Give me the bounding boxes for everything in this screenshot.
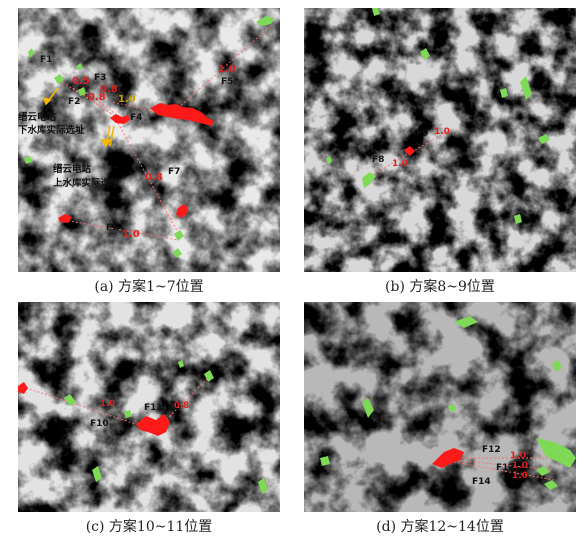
callout-lower-line1: 缙云电站 xyxy=(18,111,57,123)
point-label-f2: F2 xyxy=(68,97,80,107)
callout-lower-line2: 下水库实际选址 xyxy=(18,124,85,136)
ratio-label-f11: 0.8 xyxy=(174,401,189,411)
upper-reservoir-extra-b3 xyxy=(500,88,508,98)
upper-reservoir-extra-d4 xyxy=(552,360,562,372)
upper-reservoir-extra-d2 xyxy=(362,398,374,418)
upper-reservoir-extra-2 xyxy=(24,156,32,164)
point-label-f7: F7 xyxy=(168,167,180,177)
ratio-label-f1: 0.5 xyxy=(72,76,90,87)
caption-b: (b) 方案8~9位置 xyxy=(385,279,495,295)
upper-reservoir-extra-b2 xyxy=(520,76,532,100)
panel-b-map: F8 F9 1.0 1.0 xyxy=(304,8,576,272)
point-label-f14: F14 xyxy=(472,477,491,487)
upper-reservoir-f12 xyxy=(536,438,576,468)
upper-reservoir-extra-b7 xyxy=(326,156,332,164)
upper-reservoir-extra-b4 xyxy=(538,134,550,144)
upper-reservoir-extra-c1 xyxy=(204,370,214,382)
lower-reservoir-f12-14 xyxy=(432,448,464,468)
upper-reservoir-f2 xyxy=(54,74,64,84)
point-label-f12: F12 xyxy=(482,445,501,455)
lower-reservoir-edge-c xyxy=(18,382,28,394)
upper-reservoir-extra-b6 xyxy=(514,214,522,224)
upper-reservoir-f13 xyxy=(536,466,550,476)
point-label-f9: F9 xyxy=(416,129,428,139)
ratio-label-f4: 1.0 xyxy=(118,94,136,105)
upper-reservoir-extra-d3 xyxy=(320,456,330,466)
ratio-label-f12: 1.0 xyxy=(510,451,526,461)
upper-reservoir-f6 xyxy=(174,230,184,241)
caption-a: (a) 方案1~7位置 xyxy=(94,279,204,295)
ratio-label-f14: 1.0 xyxy=(512,471,528,481)
panel-d-map: F12 F13 F14 1.0 1.0 1.0 xyxy=(304,302,576,512)
callout-upper-line1: 缙云电站 xyxy=(53,163,92,175)
ratio-label-f3: 0.8 xyxy=(88,92,106,103)
ratio-label-f7: 0.8 xyxy=(145,172,163,183)
caption-d: (d) 方案12~14位置 xyxy=(376,519,504,535)
ratio-label-f8: 1.0 xyxy=(392,159,408,169)
lower-reservoir-f11 xyxy=(136,414,170,436)
upper-reservoir-extra-c4 xyxy=(258,478,268,494)
caption-c: (c) 方案10~11位置 xyxy=(85,519,213,535)
upper-reservoir-extra-c5 xyxy=(178,360,184,368)
lower-reservoir-f4 xyxy=(110,114,130,124)
callout-upper-line2: 上水库实际选址 xyxy=(53,177,120,189)
upper-reservoir-f1 xyxy=(28,48,34,58)
lower-reservoir-f5 xyxy=(150,103,214,126)
lower-reservoir-f6 xyxy=(58,214,72,223)
panel-c-map: F10 F11 1.0 0.8 xyxy=(18,302,280,512)
upper-reservoir-f3 xyxy=(78,87,86,96)
ratio-label-f2: 0.8 xyxy=(100,84,118,95)
point-label-f6: F6 xyxy=(106,223,118,233)
lower-reservoir-f9 xyxy=(404,146,415,156)
point-label-f10: F10 xyxy=(90,419,109,429)
ratio-label-f6: 1.0 xyxy=(122,229,140,240)
upper-reservoir-f8 xyxy=(362,172,376,188)
upper-reservoir-extra-d1 xyxy=(454,316,478,328)
point-label-f13: F13 xyxy=(496,463,515,473)
ratio-label-f5: 1.0 xyxy=(218,64,236,75)
point-label-f1: F1 xyxy=(40,55,52,65)
upper-reservoir-extra-c3 xyxy=(92,466,102,482)
ratio-label-f10: 1.0 xyxy=(100,399,115,409)
upper-reservoir-f10 xyxy=(64,394,76,406)
panel-a-map: F1 F2 F3 F4 F5 F6 F7 0.5 0.8 0.8 1.0 1.0… xyxy=(18,8,280,272)
ratio-label-f9: 1.0 xyxy=(434,127,450,137)
lower-reservoir-f7 xyxy=(176,204,188,218)
point-label-f4: F4 xyxy=(130,113,142,123)
point-label-f8: F8 xyxy=(372,155,384,165)
upper-reservoir-extra-b1 xyxy=(420,48,430,60)
point-label-f5: F5 xyxy=(221,77,233,87)
upper-reservoir-extra-3 xyxy=(173,248,182,258)
point-label-f3: F3 xyxy=(94,73,106,83)
point-label-f11: F11 xyxy=(144,403,163,413)
upper-reservoir-extra-b5 xyxy=(372,8,380,16)
upper-reservoir-f14 xyxy=(544,480,558,490)
ratio-label-f13: 1.0 xyxy=(512,461,528,471)
upper-reservoir-extra-c2 xyxy=(124,410,132,418)
upper-reservoir-extra-d5 xyxy=(448,404,456,412)
upper-reservoir-extra xyxy=(76,63,83,70)
upper-reservoir-f5 xyxy=(256,16,274,26)
